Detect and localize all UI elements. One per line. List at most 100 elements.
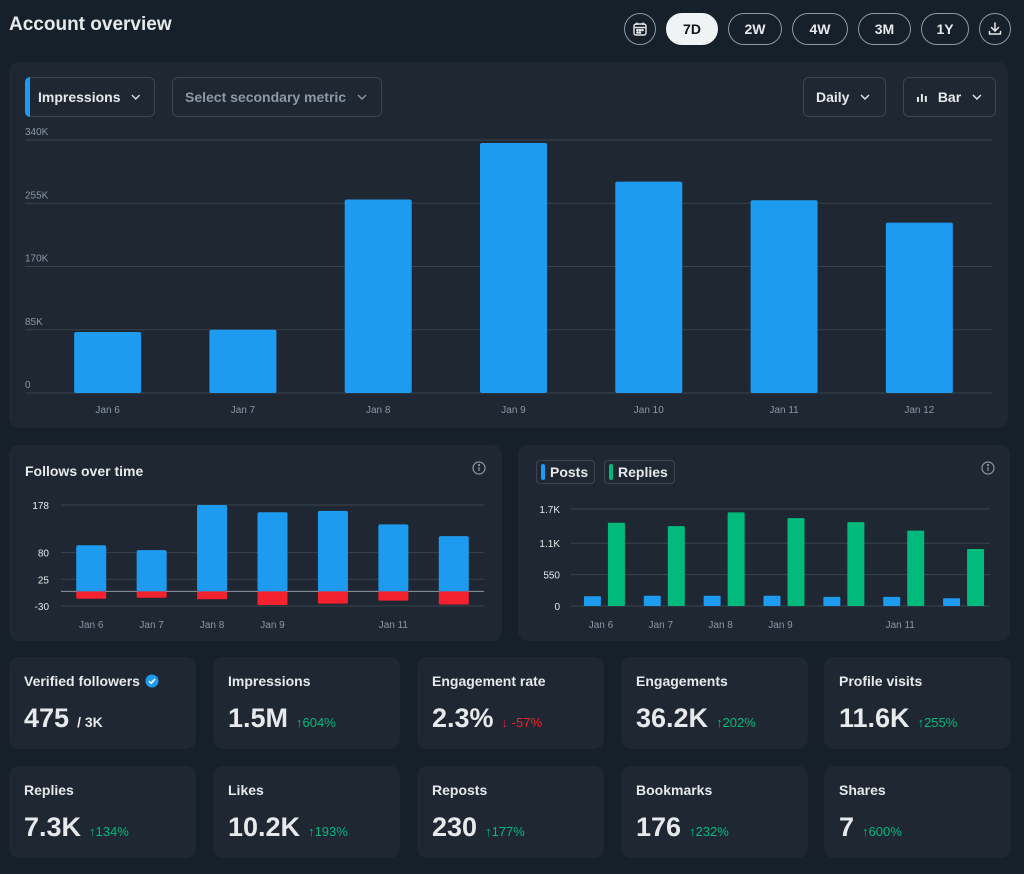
replies-bar[interactable] [727, 512, 745, 606]
granularity-dropdown[interactable]: Daily [803, 77, 886, 117]
impressions-bar[interactable] [615, 181, 683, 393]
legend-posts[interactable]: Posts [536, 460, 596, 484]
follows-bar[interactable] [438, 536, 469, 592]
impressions-bar[interactable] [209, 329, 277, 393]
stat-value-row: 11.6K ↑255% [839, 703, 957, 734]
posts-bar[interactable] [703, 595, 721, 606]
stat-change-value: -57% [511, 715, 543, 730]
primary-metric-label: Impressions [38, 89, 121, 105]
stat-label: Profile visits [839, 673, 922, 689]
follows-bar[interactable] [317, 510, 348, 592]
calendar-icon [633, 22, 647, 36]
follows-bar[interactable] [136, 550, 167, 592]
impressions-bar[interactable] [344, 199, 412, 393]
follows-bar[interactable] [257, 512, 288, 592]
stat-label-text: Shares [839, 782, 886, 798]
stat-change-value: 193% [314, 824, 348, 839]
y-tick-label: 1.7K [539, 505, 560, 516]
info-icon[interactable] [981, 461, 995, 475]
unfollows-bar[interactable] [378, 591, 409, 601]
range-4w-button[interactable]: 4W [792, 13, 848, 45]
x-tick-label: Jan 8 [708, 620, 733, 631]
stat-change: ↓ -57% [502, 715, 542, 730]
unfollows-bar[interactable] [136, 591, 167, 598]
stat-card: Replies 7.3K ↑134% [9, 766, 196, 858]
follows-bar[interactable] [197, 505, 228, 592]
stat-value: 7 [839, 812, 855, 842]
impressions-bar-chart: 0 85K 170K 255K 340K Jan 6 Jan 7 Jan 8 Jan 9 Jan … [25, 127, 992, 416]
arrow-up-icon: ↑ [862, 824, 869, 839]
chart-type-dropdown[interactable]: Bar [903, 77, 996, 117]
stat-label-text: Engagements [636, 673, 728, 689]
range-1y-button[interactable]: 1Y [921, 13, 969, 45]
stat-card: Shares 7 ↑600% [824, 766, 1011, 858]
primary-metric-dropdown[interactable]: Impressions [25, 77, 155, 117]
stat-label: Likes [228, 782, 264, 798]
arrow-up-icon: ↑ [308, 824, 315, 839]
posts-bar[interactable] [763, 595, 781, 606]
arrow-up-icon: ↑ [917, 715, 925, 730]
stat-label-text: Bookmarks [636, 782, 713, 798]
stat-label: Bookmarks [636, 782, 712, 798]
follows-bar[interactable] [76, 545, 107, 592]
legend-replies[interactable]: Replies [604, 460, 675, 484]
download-button[interactable] [979, 13, 1011, 45]
posts-replies-bar-chart: 0 550 1.1K 1.7K Jan 6 Jan 7 Jan 8 Jan 9 Jan 11 [539, 505, 990, 631]
y-tick-label: 0 [25, 380, 31, 391]
impressions-bar[interactable] [480, 142, 547, 393]
stat-card: Likes 10.2K ↑193% [213, 766, 400, 858]
replies-bar[interactable] [607, 522, 625, 606]
unfollows-bar[interactable] [317, 591, 348, 604]
replies-bar[interactable] [967, 548, 985, 606]
stat-change-value: 202% [722, 715, 756, 730]
stat-label-text: Profile visits [839, 673, 923, 689]
unfollows-bar[interactable] [197, 591, 228, 600]
unfollows-bar[interactable] [257, 591, 288, 606]
stat-value: 11.6K [839, 703, 910, 733]
posts-bar[interactable] [943, 598, 961, 606]
follows-bar-chart: 178 80 25 -30 Jan 6 Jan 7 Jan 8 Jan 9 Jan 11 [32, 501, 484, 631]
impressions-bar[interactable] [74, 331, 142, 393]
y-tick-label: -30 [35, 602, 50, 613]
y-tick-label: 255K [25, 190, 49, 201]
calendar-button[interactable] [624, 13, 656, 45]
y-tick-label: 1.1K [539, 539, 560, 550]
stat-change-value: 255% [924, 715, 958, 730]
replies-bar[interactable] [667, 526, 685, 606]
posts-bar[interactable] [583, 596, 601, 606]
x-tick-label: Jan 6 [79, 620, 104, 631]
impressions-bar[interactable] [750, 200, 818, 393]
x-tick-label: Jan 7 [231, 405, 256, 416]
y-tick-label: 25 [38, 575, 50, 586]
unfollows-bar[interactable] [76, 591, 107, 599]
follows-chart-title: Follows over time [25, 463, 144, 479]
unfollows-bar[interactable] [438, 591, 469, 605]
info-icon[interactable] [472, 461, 486, 475]
secondary-metric-dropdown[interactable]: Select secondary metric [172, 77, 382, 117]
stat-card: Reposts 230 ↑177% [417, 766, 604, 858]
replies-bar[interactable] [847, 522, 865, 606]
stat-change-value: 177% [491, 824, 525, 839]
range-2w-button[interactable]: 2W [728, 13, 782, 45]
impressions-bar[interactable] [885, 222, 953, 393]
stat-value: 230 [432, 812, 478, 842]
x-tick-label: Jan 12 [904, 405, 934, 416]
x-tick-label: Jan 6 [95, 405, 120, 416]
range-7d-button[interactable]: 7D [666, 13, 718, 45]
stat-change: ↑177% [485, 824, 525, 839]
replies-bar[interactable] [907, 530, 925, 606]
posts-bar[interactable] [643, 595, 661, 606]
legend-replies-label: Replies [618, 464, 668, 480]
y-tick-label: 85K [25, 317, 43, 328]
range-3m-button[interactable]: 3M [858, 13, 911, 45]
posts-bar[interactable] [883, 596, 901, 606]
range-selector: 7D 2W 4W 3M 1Y [624, 13, 1011, 45]
x-tick-label: Jan 11 [379, 620, 409, 631]
granularity-label: Daily [816, 89, 850, 105]
follows-bar[interactable] [378, 524, 409, 592]
arrow-up-icon: ↑ [89, 824, 96, 839]
chart-type-label: Bar [937, 89, 962, 105]
stat-change: ↑600% [862, 824, 902, 839]
posts-bar[interactable] [823, 596, 841, 606]
replies-bar[interactable] [787, 518, 805, 606]
